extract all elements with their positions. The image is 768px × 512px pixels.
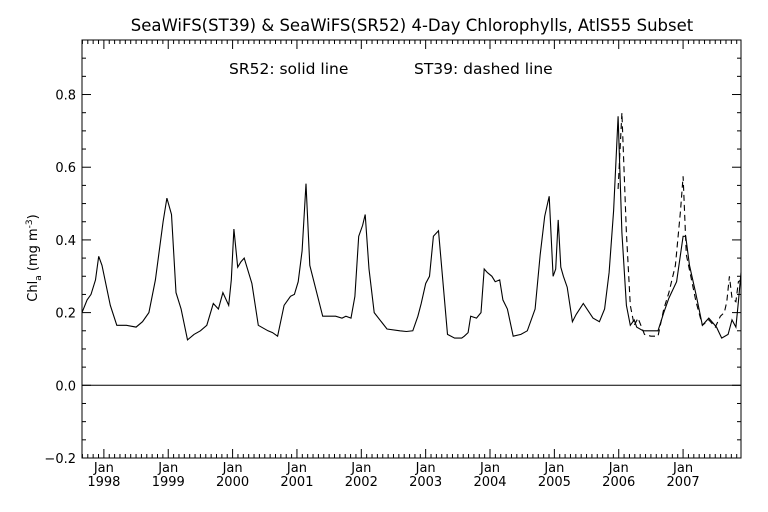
x-tick-month-label: Jan	[608, 461, 629, 476]
plot-frame	[81, 39, 742, 459]
y-tick-label: 0.8	[55, 89, 76, 104]
x-tick-year-label: 2005	[538, 475, 571, 490]
y-tick-label: 0.4	[55, 234, 76, 249]
annotation-dashed-line: ST39: dashed line	[414, 60, 553, 78]
y-tick-label: 0.2	[55, 307, 76, 322]
y-axis-label-subscript: a	[34, 275, 44, 281]
x-axis: Jan1998Jan1999Jan2000Jan2001Jan2002Jan20…	[81, 40, 738, 490]
x-tick-month-label: Jan	[93, 461, 114, 476]
series-layer	[81, 112, 742, 341]
y-axis-label-main: Chl	[26, 281, 41, 302]
x-tick-year-label: 2001	[280, 475, 313, 490]
x-tick-month-label: Jan	[157, 461, 178, 476]
y-axis-label-unit-close: )	[26, 214, 41, 219]
x-tick-month-label: Jan	[479, 461, 500, 476]
chart-title: SeaWiFS(ST39) & SeaWiFS(SR52) 4-Day Chlo…	[131, 16, 694, 35]
x-tick-year-label: 2002	[345, 475, 378, 490]
x-tick-year-label: 2006	[602, 475, 635, 490]
y-axis-label-superscript: -3	[25, 219, 35, 228]
x-tick-month-label: Jan	[672, 461, 693, 476]
x-tick-month-label: Jan	[222, 461, 243, 476]
x-tick-year-label: 2000	[216, 475, 249, 490]
x-tick-year-label: 2004	[473, 475, 506, 490]
x-tick-year-label: 1999	[152, 475, 185, 490]
y-axis-label: Chla (mg m-3)	[25, 214, 44, 301]
x-tick-month-label: Jan	[286, 461, 307, 476]
annotation-solid-line: SR52: solid line	[229, 60, 348, 78]
y-tick-label: −0.2	[44, 452, 76, 467]
x-tick-month-label: Jan	[350, 461, 371, 476]
x-tick-year-label: 1998	[87, 475, 120, 490]
x-tick-month-label: Jan	[543, 461, 564, 476]
series-sr52-line	[81, 116, 742, 341]
x-tick-year-label: 2007	[667, 475, 700, 490]
x-tick-year-label: 2003	[409, 475, 442, 490]
y-axis-label-unit: (mg m	[26, 228, 41, 275]
x-tick-month-label: Jan	[415, 461, 436, 476]
y-tick-label: 0.0	[55, 379, 76, 394]
y-axis: −0.2 0.0 0.2 0.4 0.6 0.8	[44, 39, 741, 467]
series-st39-line	[617, 112, 742, 337]
y-tick-label: 0.6	[55, 161, 76, 176]
